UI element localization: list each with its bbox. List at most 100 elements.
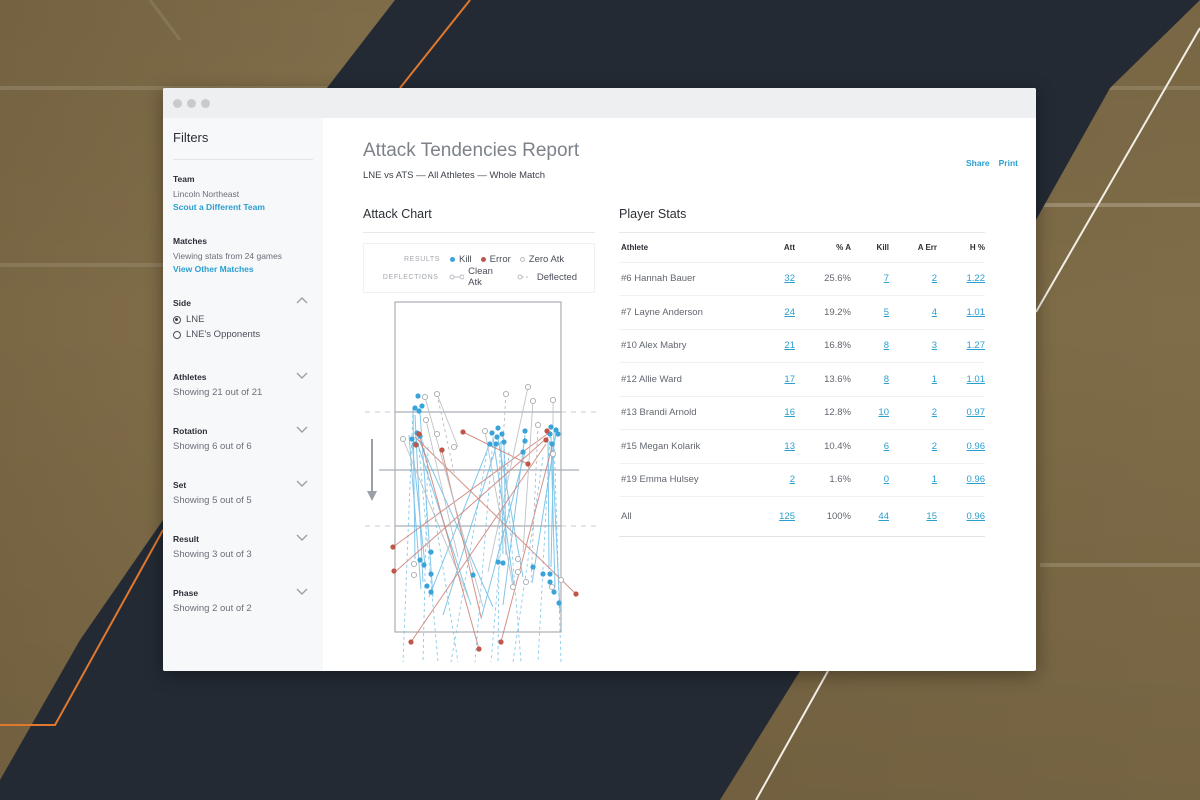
h-pct-link[interactable]: 0.96 [966, 440, 986, 452]
table-row: #12 Allie Ward 17 13.6% 8 1 1.01 [619, 362, 986, 397]
attack-chart-legend: RESULTS Kill Error Zero At [363, 243, 595, 293]
radio-selected-icon[interactable] [173, 315, 181, 324]
filter-team-label: Team [173, 174, 195, 184]
scout-different-team-link[interactable]: Scout a Different Team [173, 202, 265, 212]
legend-kill: Kill [450, 254, 472, 265]
player-stats-section: Player Stats Athlete Att % A Kill A Err … [619, 207, 985, 667]
att-link[interactable]: 13 [784, 440, 795, 452]
athlete-name: #19 Emma Hulsey [619, 463, 745, 497]
filter-athletes[interactable]: Athletes Showing 21 out of 21 [173, 372, 313, 400]
att-link[interactable]: 125 [779, 511, 795, 522]
a-err-link[interactable]: 3 [931, 340, 937, 352]
filter-set[interactable]: Set Showing 5 out of 5 [173, 480, 313, 508]
legend-results-label: RESULTS [404, 255, 440, 263]
a-err-link[interactable]: 15 [926, 511, 937, 522]
chevron-down-icon[interactable] [295, 586, 309, 596]
window-close-button[interactable] [173, 98, 182, 108]
table-header-row: Athlete Att % A Kill A Err H % [619, 233, 985, 263]
legend-deflected: Deflected [517, 272, 577, 283]
pct-a: 19.2% [795, 295, 851, 330]
col-pct-a[interactable]: % A [795, 233, 851, 263]
col-h-pct[interactable]: H % [937, 233, 985, 263]
h-pct-link[interactable]: 0.96 [966, 511, 986, 522]
side-option-lne[interactable]: LNE [173, 312, 313, 327]
kill-link[interactable]: 7 [883, 273, 889, 285]
kill-link[interactable]: 10 [878, 407, 889, 419]
a-err-link[interactable]: 1 [931, 474, 937, 486]
att-link[interactable]: 17 [784, 373, 795, 385]
attack-chart-section: Attack Chart RESULTS Kill Error [363, 207, 601, 667]
chevron-down-icon[interactable] [295, 478, 309, 488]
chevron-up-icon[interactable] [295, 296, 309, 306]
athlete-name: #15 Megan Kolarik [619, 429, 745, 464]
kill-link[interactable]: 5 [883, 306, 889, 318]
col-kill[interactable]: Kill [851, 233, 889, 263]
filter-label: Phase [173, 588, 199, 598]
radio-unselected-icon[interactable] [173, 330, 181, 339]
athlete-name: #7 Layne Anderson [619, 295, 745, 330]
h-pct-link[interactable]: 1.01 [966, 306, 986, 318]
a-err-link[interactable]: 1 [931, 373, 937, 385]
a-err-link[interactable]: 2 [931, 407, 937, 419]
table-row: #10 Alex Mabry 21 16.8% 8 3 1.27 [619, 329, 985, 363]
chevron-down-icon[interactable] [295, 532, 309, 542]
player-stats-table: Athlete Att % A Kill A Err H % #6 Hannah… [619, 233, 985, 537]
filter-summary: Showing 3 out of 3 [173, 549, 252, 560]
att-link[interactable]: 16 [784, 407, 795, 419]
filter-matches-label: Matches [173, 236, 208, 246]
col-a-err[interactable]: A Err [889, 233, 937, 263]
side-option-label: LNE [186, 314, 205, 325]
att-link[interactable]: 2 [789, 474, 795, 486]
filter-phase[interactable]: Phase Showing 2 out of 2 [173, 588, 313, 616]
report-main: Attack Tendencies Report LNE vs ATS — Al… [323, 118, 1036, 671]
filter-label: Athletes [173, 372, 207, 382]
kill-link[interactable]: 44 [878, 511, 889, 522]
pct-a: 1.6% [795, 463, 851, 497]
window-maximize-button[interactable] [201, 98, 210, 108]
filter-team: Team Lincoln Northeast Scout a Different… [173, 174, 313, 214]
kill-link[interactable]: 0 [883, 474, 889, 486]
athlete-name: #12 Allie Ward [619, 362, 745, 397]
att-link[interactable]: 24 [784, 306, 795, 318]
print-link[interactable]: Print [998, 158, 1018, 168]
kill-link[interactable]: 8 [883, 373, 889, 385]
h-pct-link[interactable]: 0.96 [966, 474, 986, 486]
att-link[interactable]: 32 [784, 273, 795, 285]
h-pct-link[interactable]: 1.27 [966, 340, 986, 352]
filter-result[interactable]: Result Showing 3 out of 3 [173, 534, 313, 562]
kill-link[interactable]: 6 [883, 440, 889, 452]
dashed-line-icon [517, 274, 530, 280]
table-row: #6 Hannah Bauer 32 25.6% 7 2 1.22 [619, 262, 985, 296]
col-athlete[interactable]: Athlete [619, 233, 745, 263]
pct-a: 25.6% [795, 262, 851, 296]
window-minimize-button[interactable] [187, 98, 196, 108]
athlete-name: #13 Brandi Arnold [619, 396, 745, 430]
report-subtitle: LNE vs ATS — All Athletes — Whole Match [363, 170, 545, 181]
athlete-name: #6 Hannah Bauer [619, 262, 745, 296]
h-pct-link[interactable]: 0.97 [966, 407, 986, 419]
view-other-matches-link[interactable]: View Other Matches [173, 264, 254, 274]
h-pct-link[interactable]: 1.01 [966, 373, 986, 385]
filter-rotation[interactable]: Rotation Showing 6 out of 6 [173, 426, 313, 454]
report-actions: Share Print [966, 158, 1018, 168]
a-err-link[interactable]: 2 [931, 273, 937, 285]
filter-summary: Showing 6 out of 6 [173, 441, 252, 452]
share-link[interactable]: Share [966, 158, 990, 168]
pct-a: 100% [795, 496, 851, 537]
col-att[interactable]: Att [745, 233, 795, 263]
legend-deflections-label: DEFLECTIONS [382, 273, 439, 281]
chevron-down-icon[interactable] [295, 424, 309, 434]
direction-arrow-icon [367, 439, 377, 501]
player-stats-title: Player Stats [619, 207, 985, 233]
table-row: #15 Megan Kolarik 13 10.4% 6 2 0.96 [619, 429, 986, 464]
a-err-link[interactable]: 2 [931, 440, 937, 452]
att-link[interactable]: 21 [784, 340, 795, 352]
side-option-opponents[interactable]: LNE's Opponents [173, 327, 313, 342]
error-dot-icon [480, 256, 486, 262]
side-option-label: LNE's Opponents [186, 329, 261, 340]
filter-summary: Showing 21 out of 21 [173, 387, 263, 398]
h-pct-link[interactable]: 1.22 [966, 273, 986, 285]
kill-link[interactable]: 8 [883, 340, 889, 352]
chevron-down-icon[interactable] [295, 370, 309, 380]
a-err-link[interactable]: 4 [931, 306, 937, 318]
